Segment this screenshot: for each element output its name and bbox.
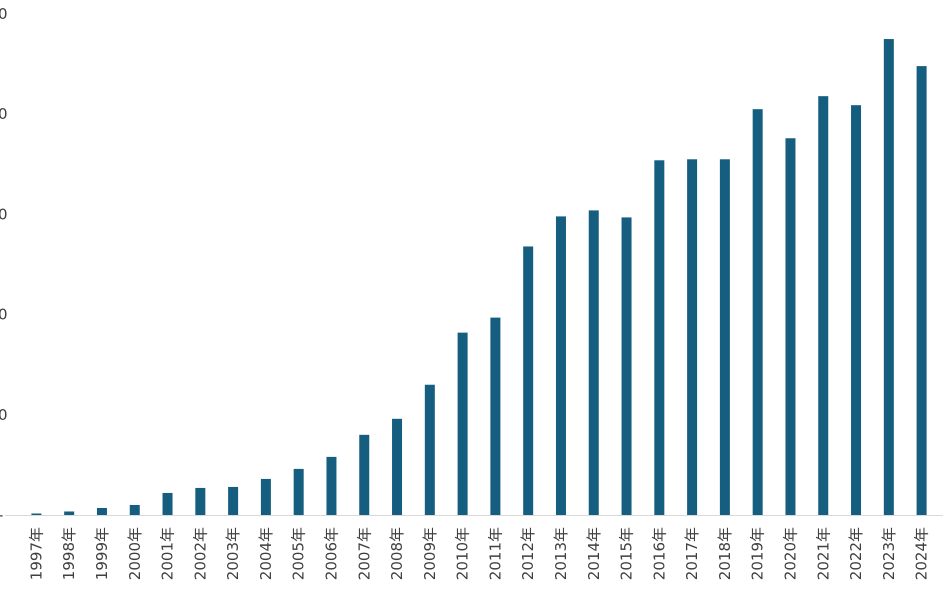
bar xyxy=(457,332,468,515)
x-tick-label: 2015年 xyxy=(618,527,636,580)
x-tick-label: 2012年 xyxy=(519,527,537,580)
x-tick-label: 2018年 xyxy=(716,527,734,580)
x-tick-label: 1997年 xyxy=(27,527,45,580)
bar xyxy=(162,492,173,515)
x-tick-label: 2001年 xyxy=(159,527,177,580)
bar xyxy=(490,317,501,515)
bar xyxy=(719,159,730,516)
y-tick-label: 0 xyxy=(0,5,8,23)
bar xyxy=(523,246,534,516)
x-tick-label: 2016年 xyxy=(650,527,668,580)
bars xyxy=(31,39,927,516)
bar xyxy=(392,418,403,515)
x-tick-label: 2011年 xyxy=(486,527,504,580)
x-tick-label: 2008年 xyxy=(388,527,406,580)
bar xyxy=(785,138,796,516)
x-tick-label: 2010年 xyxy=(454,527,472,580)
bar xyxy=(326,456,337,515)
x-tick-label: 2013年 xyxy=(552,527,570,580)
bar xyxy=(260,478,271,515)
x-tick-label: 2000年 xyxy=(126,527,144,580)
bar xyxy=(851,105,862,515)
x-tick-label: 2017年 xyxy=(683,527,701,580)
y-tick-label: 0 xyxy=(0,205,8,223)
bar xyxy=(621,217,632,515)
y-tick-label: - xyxy=(0,506,3,524)
bar xyxy=(96,507,107,515)
x-tick-label: 2024年 xyxy=(913,527,931,580)
x-tick-label: 2009年 xyxy=(421,527,439,580)
bar xyxy=(588,210,599,515)
bar xyxy=(228,486,239,515)
bar xyxy=(818,96,829,515)
x-tick-label: 2019年 xyxy=(749,527,767,580)
x-tick-label: 2014年 xyxy=(585,527,603,580)
x-axis-category-labels: 1997年 1998年 1999年 2000年 2001年 2002年 2003年 2004年… xyxy=(27,527,930,580)
bar xyxy=(359,434,370,515)
x-tick-label: 2023年 xyxy=(880,527,898,580)
x-tick-label: 1999年 xyxy=(93,527,111,580)
x-tick-label: 2020年 xyxy=(781,527,799,580)
bar xyxy=(424,384,435,515)
y-tick-label: 0 xyxy=(0,306,8,324)
y-axis-tick-labels: - 0 0 0 0 0 xyxy=(0,5,8,524)
x-tick-label: 2022年 xyxy=(847,527,865,580)
bar xyxy=(916,66,927,515)
bar xyxy=(654,160,665,516)
bar xyxy=(293,468,304,515)
x-tick-label: 2005年 xyxy=(290,527,308,580)
x-tick-label: 2006年 xyxy=(322,527,340,580)
bar xyxy=(687,159,698,516)
x-tick-label: 2004年 xyxy=(257,527,275,580)
x-tick-label: 2021年 xyxy=(814,527,832,580)
y-tick-label: 0 xyxy=(0,406,8,424)
bar xyxy=(31,513,42,515)
x-tick-label: 2007年 xyxy=(355,527,373,580)
bar xyxy=(752,109,763,515)
x-tick-label: 2003年 xyxy=(224,527,242,580)
bar xyxy=(195,487,206,515)
x-tick-label: 2002年 xyxy=(191,527,209,580)
y-tick-label: 0 xyxy=(0,105,8,123)
bar xyxy=(129,504,140,515)
bar xyxy=(555,216,566,516)
x-tick-label: 1998年 xyxy=(60,527,78,580)
bar xyxy=(883,39,894,516)
bar xyxy=(64,511,75,515)
